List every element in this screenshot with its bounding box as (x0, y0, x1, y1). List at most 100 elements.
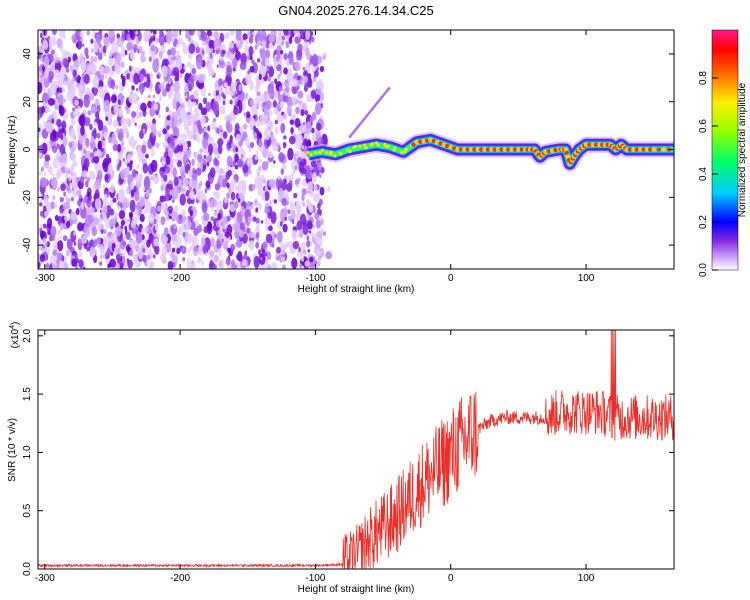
noise-speck (134, 139, 138, 145)
noise-speck (62, 210, 68, 216)
ridge-core-dot (386, 144, 390, 148)
noise-speck (119, 41, 122, 46)
noise-speck (142, 128, 146, 134)
noise-speck (164, 165, 171, 174)
noise-speck (175, 43, 179, 48)
noise-speck (304, 109, 309, 116)
snr-x-axis: -300 -200 -100 0 100 (35, 330, 595, 584)
noise-speck (276, 142, 280, 148)
noise-speck (291, 96, 297, 104)
ridge-core-dot (404, 147, 408, 152)
noise-speck (184, 240, 188, 246)
noise-speck (178, 138, 182, 146)
noise-speck (177, 37, 183, 46)
noise-speck (71, 190, 75, 194)
noise-speck (64, 195, 68, 201)
ridge-core-dot (583, 142, 589, 147)
noise-speck (90, 38, 94, 44)
noise-speck (248, 35, 254, 44)
noise-speck (280, 50, 284, 55)
ridge-core-dot (587, 142, 592, 147)
noise-speck (210, 121, 217, 130)
noise-speck (41, 76, 45, 83)
noise-speck (234, 200, 239, 209)
noise-speck (129, 49, 136, 61)
noise-speck (135, 30, 139, 35)
noise-speck (310, 31, 314, 36)
noise-speck (162, 195, 167, 202)
noise-speck (45, 106, 51, 113)
noise-speck (161, 65, 168, 78)
noise-speck (133, 233, 137, 238)
noise-speck (182, 177, 189, 187)
noise-speck (190, 114, 196, 124)
noise-speck (83, 158, 90, 169)
noise-speck (230, 243, 236, 252)
ridge-core-dot (411, 142, 416, 147)
noise-speck (173, 176, 179, 187)
colorbar-label: Normalized spectral amplitude (737, 82, 748, 217)
noise-speck (93, 87, 97, 96)
noise-speck (310, 89, 316, 99)
noise-speck (108, 57, 114, 67)
ridge-core-dot (393, 146, 397, 150)
noise-speck (258, 73, 262, 81)
x-tick-label: 100 (578, 573, 595, 584)
noise-speck (93, 55, 98, 63)
noise-speck (313, 72, 317, 79)
colorbar-tick-label: 0.4 (698, 167, 709, 181)
noise-speck (265, 49, 271, 59)
noise-speck (161, 88, 167, 97)
noise-speck (38, 82, 43, 94)
noise-speck (239, 126, 244, 134)
noise-speck (279, 71, 283, 77)
noise-speck (154, 246, 158, 252)
noise-speck (59, 210, 63, 214)
noise-speck (298, 100, 302, 105)
noise-speck (93, 217, 99, 225)
noise-speck (86, 177, 91, 182)
noise-speck (302, 66, 306, 71)
noise-speck (96, 237, 102, 245)
noise-speck (124, 117, 131, 125)
noise-speck (284, 216, 288, 221)
noise-speck (295, 135, 303, 150)
noise-speck (109, 188, 112, 193)
noise-speck (262, 249, 266, 254)
noise-speck (213, 144, 219, 156)
noise-speck (228, 30, 235, 36)
noise-speck (240, 52, 247, 66)
noise-speck (315, 130, 321, 139)
ridge-core-dot (374, 141, 379, 145)
noise-speck (56, 168, 63, 178)
noise-speck (196, 30, 201, 37)
noise-speck (256, 41, 260, 47)
noise-speck (168, 68, 172, 75)
noise-speck (41, 105, 45, 114)
noise-speck (99, 261, 103, 266)
noise-speck (260, 35, 264, 42)
noise-speck (108, 241, 112, 247)
noise-speck (302, 222, 309, 236)
ridge-core-dot (358, 144, 362, 148)
noise-speck (173, 118, 179, 128)
noise-speck (73, 241, 77, 246)
noise-speck (276, 114, 284, 123)
noise-speck (236, 253, 242, 261)
noise-speck (138, 111, 143, 118)
noise-speck (166, 215, 170, 221)
noise-speck (267, 264, 271, 269)
noise-speck (93, 63, 97, 71)
noise-speck (217, 138, 224, 147)
noise-speck (305, 63, 311, 73)
noise-speck (78, 114, 85, 126)
noise-speck (241, 180, 247, 190)
noise-speck (93, 150, 99, 157)
noise-speck (240, 153, 244, 160)
noise-speck (273, 160, 276, 164)
noise-speck (140, 102, 147, 112)
noise-speck (158, 114, 161, 118)
noise-speck (114, 64, 121, 75)
noise-speck (281, 35, 286, 41)
x-tick-label: -200 (170, 273, 190, 284)
